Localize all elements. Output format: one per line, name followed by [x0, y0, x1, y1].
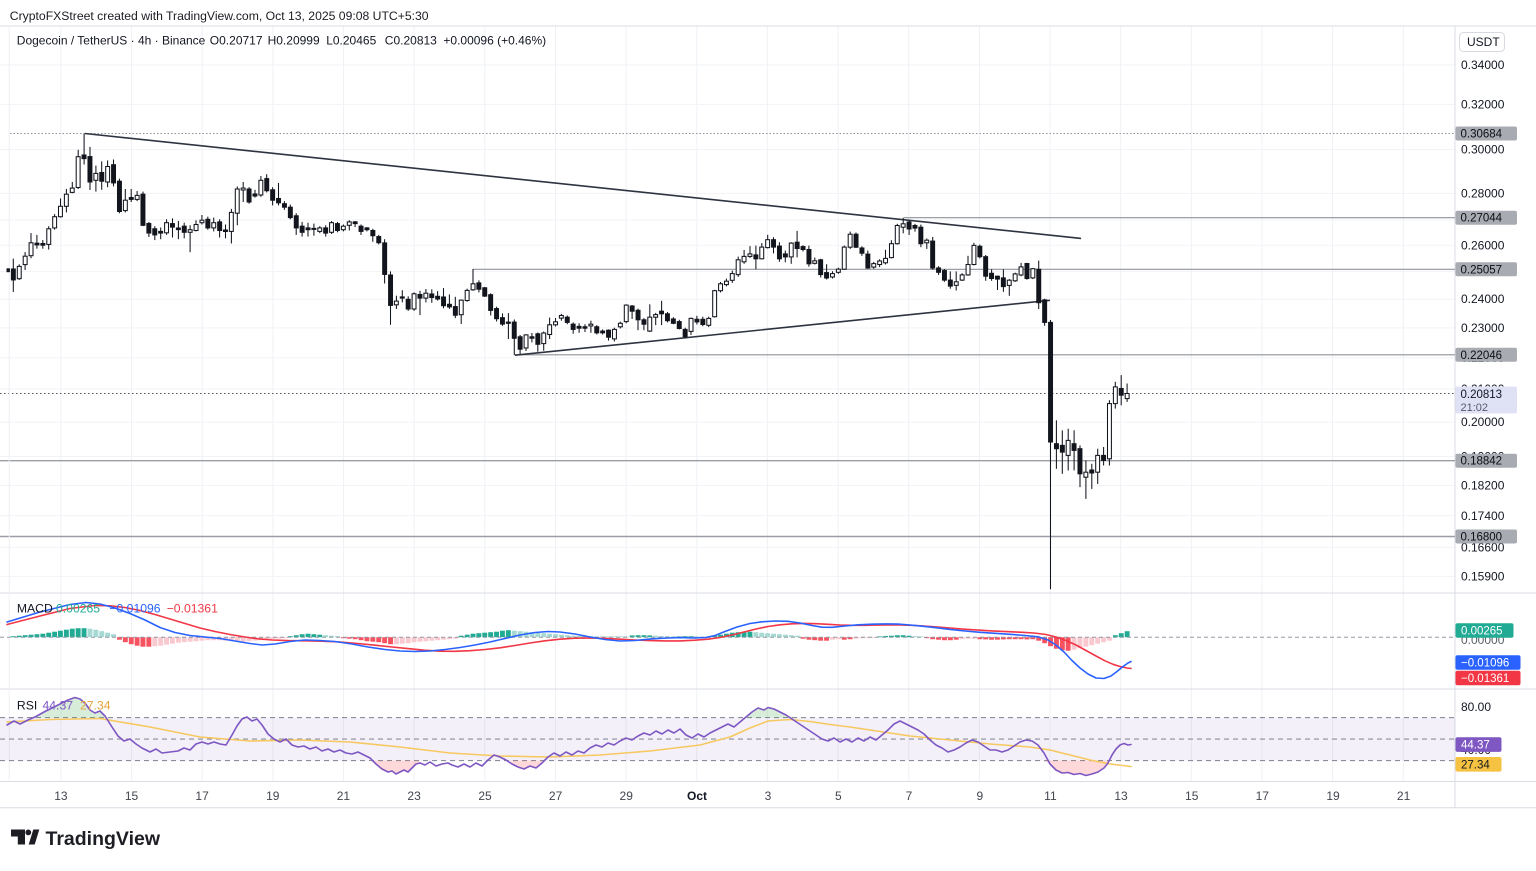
svg-text:−0.01361: −0.01361 [1461, 673, 1509, 685]
svg-text:15: 15 [125, 789, 139, 803]
svg-text:19: 19 [1326, 789, 1340, 803]
svg-text:0.32000: 0.32000 [1461, 97, 1505, 111]
svg-text:7: 7 [906, 789, 913, 803]
svg-text:0.16800: 0.16800 [1461, 532, 1503, 544]
svg-text:TradingView: TradingView [46, 828, 161, 850]
svg-text:44.37: 44.37 [43, 699, 74, 713]
svg-text:USDT: USDT [1467, 35, 1500, 49]
svg-text:0.00265: 0.00265 [56, 602, 100, 616]
svg-text:3: 3 [765, 789, 772, 803]
svg-text:44.37: 44.37 [1461, 740, 1490, 752]
svg-text:0.22046: 0.22046 [1461, 350, 1503, 362]
svg-text:80.00: 80.00 [1461, 700, 1491, 714]
svg-text:0.28000: 0.28000 [1461, 186, 1505, 200]
svg-text:25: 25 [478, 789, 492, 803]
svg-text:CryptoFXStreet created with Tr: CryptoFXStreet created with TradingView.… [10, 9, 429, 23]
svg-text:13: 13 [54, 789, 68, 803]
svg-text:11: 11 [1044, 789, 1057, 803]
svg-text:−0.01096: −0.01096 [1461, 658, 1509, 670]
svg-text:0.27044: 0.27044 [1461, 213, 1503, 225]
svg-text:0.16600: 0.16600 [1461, 540, 1505, 554]
svg-text:0.00265: 0.00265 [1461, 626, 1503, 638]
svg-text:21: 21 [337, 789, 351, 803]
svg-text:O0.20717: O0.20717 [210, 34, 263, 48]
svg-text:−0.01096: −0.01096 [109, 602, 160, 616]
svg-text:19: 19 [266, 789, 280, 803]
svg-text:17: 17 [1256, 789, 1270, 803]
svg-text:23: 23 [407, 789, 421, 803]
svg-text:21: 21 [1397, 789, 1411, 803]
svg-text:0.18842: 0.18842 [1461, 456, 1503, 468]
svg-text:17: 17 [195, 789, 209, 803]
svg-text:Oct: Oct [687, 789, 707, 803]
svg-text:0.23000: 0.23000 [1461, 321, 1505, 335]
svg-text:MACD: MACD [17, 602, 53, 616]
svg-text:0.30000: 0.30000 [1461, 143, 1505, 157]
svg-text:0.34000: 0.34000 [1461, 58, 1505, 72]
svg-text:13: 13 [1114, 789, 1128, 803]
svg-text:−0.01361: −0.01361 [167, 602, 218, 616]
svg-text:H0.20999: H0.20999 [268, 34, 320, 48]
svg-text:0.15900: 0.15900 [1461, 569, 1505, 583]
svg-text:5: 5 [835, 789, 842, 803]
svg-text:27.34: 27.34 [80, 699, 111, 713]
svg-text:0.26000: 0.26000 [1461, 238, 1505, 252]
svg-text:L0.20465: L0.20465 [326, 34, 376, 48]
svg-text:0.20000: 0.20000 [1461, 415, 1505, 429]
svg-text:29: 29 [620, 789, 634, 803]
svg-text:0.24000: 0.24000 [1461, 292, 1505, 306]
svg-text:15: 15 [1185, 789, 1199, 803]
svg-text:0.17400: 0.17400 [1461, 509, 1505, 523]
svg-text:27.34: 27.34 [1461, 759, 1490, 771]
svg-text:0.30684: 0.30684 [1461, 129, 1503, 141]
svg-text:RSI: RSI [17, 699, 37, 713]
svg-text:Dogecoin / TetherUS · 4h · Bin: Dogecoin / TetherUS · 4h · Binance [17, 34, 206, 48]
svg-text:27: 27 [549, 789, 563, 803]
svg-text:C0.20813: C0.20813 [385, 34, 437, 48]
svg-text:0.25057: 0.25057 [1461, 264, 1503, 276]
svg-text:+0.00096 (+0.46%): +0.00096 (+0.46%) [443, 34, 546, 48]
svg-text:21:02: 21:02 [1461, 402, 1489, 414]
svg-text:0.18200: 0.18200 [1461, 478, 1505, 492]
svg-text:0.20813: 0.20813 [1461, 389, 1503, 401]
svg-text:9: 9 [976, 789, 983, 803]
